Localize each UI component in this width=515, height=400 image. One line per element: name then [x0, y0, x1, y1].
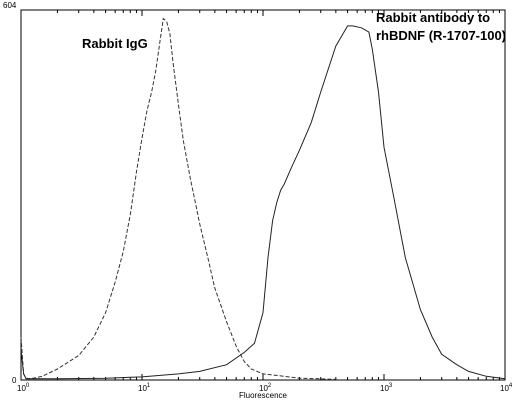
- series-line-rabbit-igg: [20, 17, 336, 380]
- x-tick-label: 104: [500, 383, 513, 393]
- x-axis-tick-labels: 100 101 102 103 104: [17, 383, 513, 393]
- annotation-antibody-line2: rhBDNF (R-1707-100): [376, 28, 506, 43]
- plot-frame: [20, 9, 506, 381]
- x-axis-label: Fluorescence: [239, 391, 288, 400]
- annotation-rabbit-igg: Rabbit IgG: [82, 36, 148, 51]
- y-max-label: 604: [3, 1, 17, 10]
- x-tick-label: 101: [138, 383, 151, 393]
- x-tick-label: 102: [259, 383, 272, 393]
- y-min-label: 0: [12, 376, 17, 385]
- x-tick-label: 100: [17, 383, 30, 393]
- series-line-rabbit-antibody: [20, 25, 506, 380]
- x-axis-ticks: [20, 10, 506, 380]
- x-tick-label: 103: [380, 383, 393, 393]
- annotation-antibody-line1: Rabbit antibody to: [376, 10, 490, 25]
